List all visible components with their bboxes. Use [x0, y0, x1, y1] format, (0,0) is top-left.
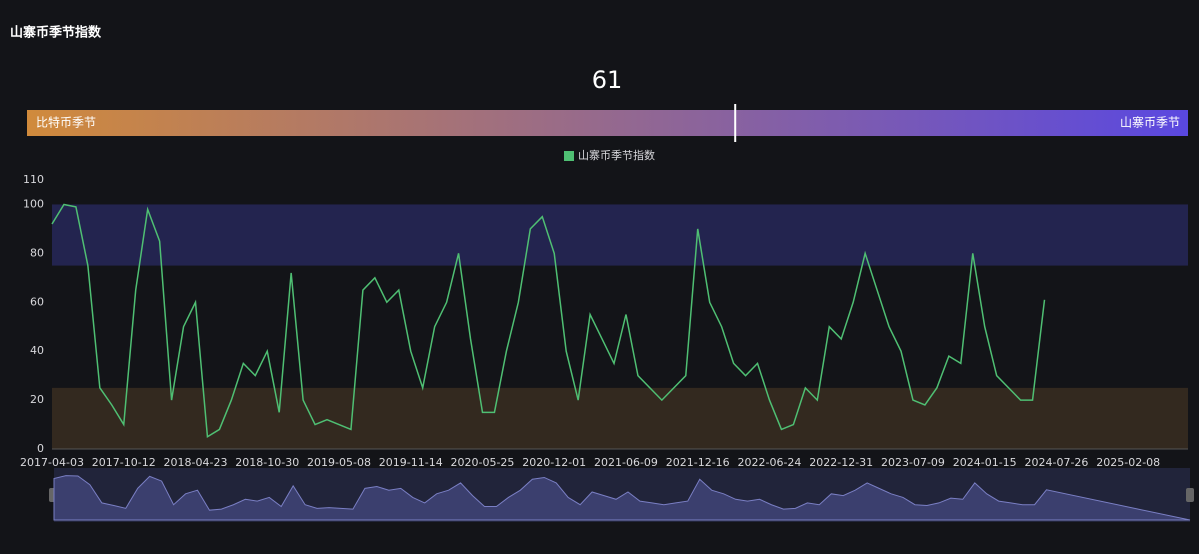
x-tick-label: 2018-04-23: [164, 456, 228, 469]
overview-handle-right[interactable]: [1186, 488, 1194, 502]
x-tick-label: 2024-01-15: [953, 456, 1017, 469]
x-tick-label: 2017-10-12: [92, 456, 156, 469]
band: [52, 204, 1188, 266]
x-tick-label: 2024-07-26: [1024, 456, 1088, 469]
x-tick-label: 2018-10-30: [235, 456, 299, 469]
x-tick-label: 2019-05-08: [307, 456, 371, 469]
legend-label: 山寨币季节指数: [578, 148, 655, 162]
x-tick-label: 2022-12-31: [809, 456, 873, 469]
gauge-right-label: 山寨币季节: [1120, 115, 1180, 130]
y-tick-label: 100: [23, 197, 44, 210]
x-tick-label: 2021-06-09: [594, 456, 658, 469]
y-tick-label: 40: [30, 344, 44, 357]
x-tick-label: 2023-07-09: [881, 456, 945, 469]
x-tick-label: 2020-05-25: [451, 456, 515, 469]
band: [52, 387, 1188, 449]
y-tick-label: 0: [37, 442, 44, 455]
x-tick-label: 2021-12-16: [666, 456, 730, 469]
x-tick-label: 2020-12-01: [522, 456, 586, 469]
y-tick-label: 80: [30, 246, 44, 259]
gauge-value: 61: [592, 66, 623, 94]
y-tick-label: 20: [30, 393, 44, 406]
legend-swatch: [564, 151, 574, 161]
x-tick-label: 2017-04-03: [20, 456, 84, 469]
gauge-bar: [27, 110, 1188, 136]
y-tick-label: 60: [30, 295, 44, 308]
line: [51, 203, 1046, 439]
overview-area: [53, 475, 1191, 521]
x-tick-label: 2019-11-14: [379, 456, 443, 469]
y-tick-label: 110: [23, 173, 44, 186]
gauge-left-label: 比特币季节: [36, 115, 96, 130]
page-title: 山寨币季节指数: [10, 25, 102, 41]
x-tick-label: 2025-02-08: [1096, 456, 1160, 469]
x-tick-label: 2022-06-24: [738, 456, 802, 469]
